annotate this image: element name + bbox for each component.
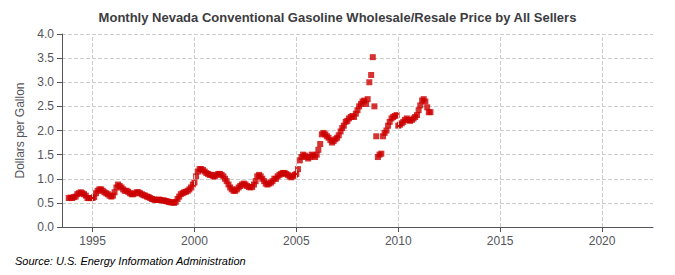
svg-text:4.0: 4.0 bbox=[37, 27, 54, 41]
svg-text:0.0: 0.0 bbox=[37, 220, 54, 234]
svg-text:Source: U.S. Energy Informatio: Source: U.S. Energy Information Administ… bbox=[15, 255, 246, 267]
svg-text:3.5: 3.5 bbox=[37, 51, 54, 65]
svg-text:3.0: 3.0 bbox=[37, 75, 54, 89]
svg-text:1.0: 1.0 bbox=[37, 172, 54, 186]
svg-text:2.5: 2.5 bbox=[37, 99, 54, 113]
svg-text:2005: 2005 bbox=[283, 234, 310, 248]
svg-text:2010: 2010 bbox=[385, 234, 412, 248]
svg-text:2020: 2020 bbox=[589, 234, 616, 248]
svg-text:Dollars per Gallon: Dollars per Gallon bbox=[13, 82, 27, 178]
svg-text:0.5: 0.5 bbox=[37, 196, 54, 210]
svg-text:2.0: 2.0 bbox=[37, 124, 54, 138]
svg-text:1.5: 1.5 bbox=[37, 148, 54, 162]
svg-text:Monthly Nevada Conventional Ga: Monthly Nevada Conventional Gasoline Who… bbox=[99, 10, 577, 25]
svg-text:1995: 1995 bbox=[79, 234, 106, 248]
svg-text:2015: 2015 bbox=[487, 234, 514, 248]
svg-text:2000: 2000 bbox=[181, 234, 208, 248]
